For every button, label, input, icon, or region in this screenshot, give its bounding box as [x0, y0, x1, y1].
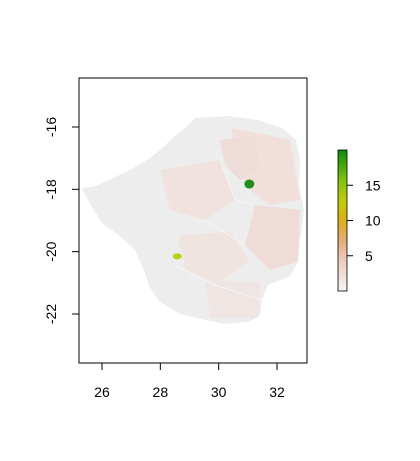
x-tick-label: 30 — [211, 384, 227, 400]
y-tick-label: -20 — [43, 241, 59, 261]
y-tick-label: -18 — [43, 179, 59, 199]
x-tick-label: 28 — [153, 384, 169, 400]
x-tick-label: 32 — [269, 384, 285, 400]
district-region — [175, 232, 250, 285]
colorbar — [337, 149, 348, 292]
legend-tick-label: 15 — [365, 177, 381, 193]
hotspot — [172, 253, 182, 260]
x-axis: 26 28 30 32 — [94, 362, 285, 400]
y-tick-label: -22 — [43, 304, 59, 324]
district-tints — [150, 128, 300, 318]
district-region — [160, 160, 235, 220]
district-region — [205, 280, 260, 318]
legend-tick-label: 5 — [365, 248, 373, 264]
district-region — [150, 245, 190, 300]
y-tick-label: -16 — [43, 117, 59, 137]
country-map — [82, 116, 304, 324]
hotspot — [244, 179, 255, 189]
hotspot-layer — [172, 179, 255, 260]
legend-tick-label: 10 — [365, 213, 381, 229]
y-axis: -16 -18 -20 -22 — [43, 117, 80, 324]
district-region — [220, 135, 260, 180]
district-border — [174, 159, 263, 301]
color-legend: 5 10 15 — [337, 149, 381, 292]
district-region — [245, 205, 300, 270]
x-tick-label: 26 — [94, 384, 110, 400]
